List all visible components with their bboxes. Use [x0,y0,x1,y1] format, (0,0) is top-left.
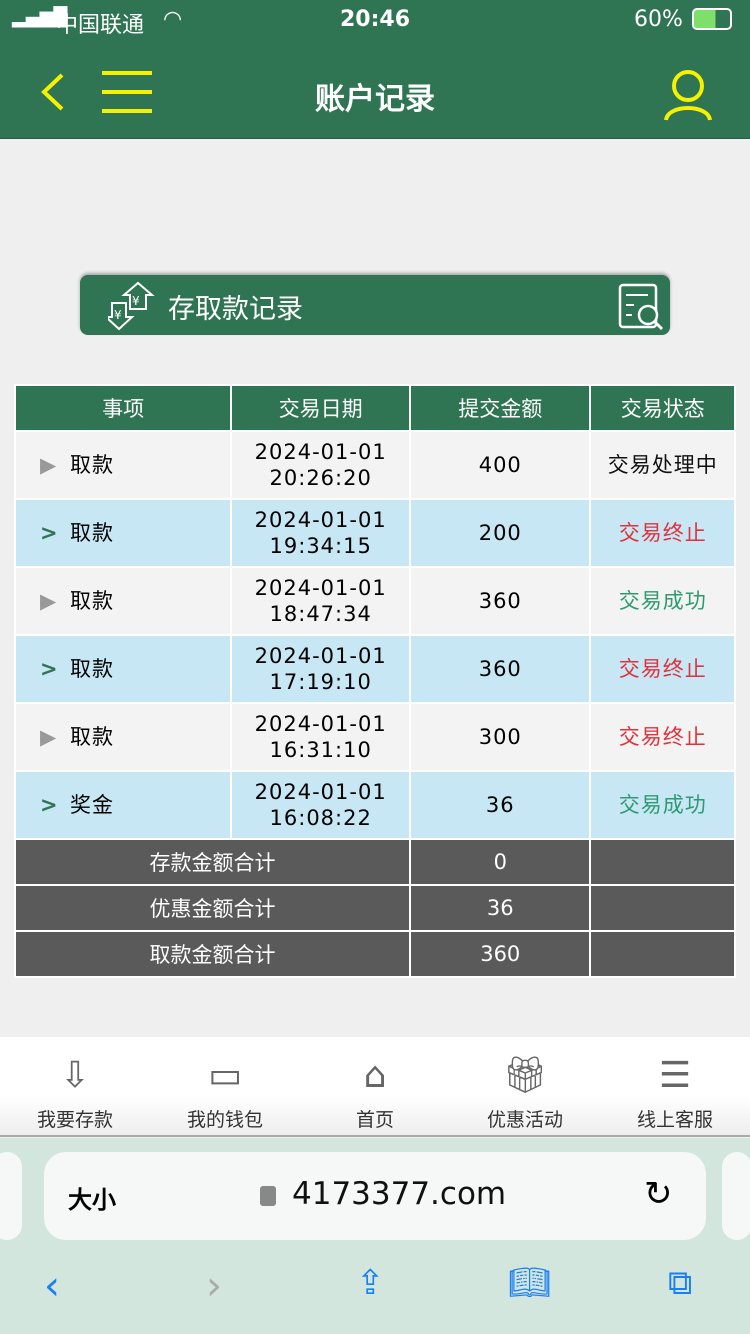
reload-icon[interactable]: ↻ [644,1174,673,1214]
status-bar: ▂▄▆█ 中国联通 ◠ 20:46 60% [0,0,750,40]
cell-date: 2024-01-01 17:19:10 [230,634,412,704]
summary-empty [589,884,736,932]
cell-item: ▶ 取款 [13,430,233,500]
page-title: 账户记录 [315,82,435,117]
nav-home[interactable]: ⌂ 首页 [300,1037,450,1135]
nav-wallet[interactable]: ▭ 我的钱包 [150,1037,300,1135]
table-row[interactable]: > 奖金 2024-01-01 16:08:22 36 交易成功 [13,770,736,840]
cell-item: > 取款 [13,634,233,704]
bookmarks-icon[interactable]: 📖︎ [508,1263,552,1303]
cell-status: 交易终止 [589,498,736,568]
forward-button[interactable]: › [206,1263,222,1309]
cell-item: > 取款 [13,498,233,568]
next-tab[interactable] [722,1152,750,1240]
banner-title: 存取款记录 [168,294,303,325]
nav-promotions[interactable]: 🎁︎ 优惠活动 [450,1037,600,1135]
gift-icon: 🎁︎ [502,1055,548,1096]
summary-label: 取款金额合计 [13,930,412,978]
play-arrow-icon: ▶ [40,589,58,613]
chevron-right-icon: > [40,793,59,817]
cell-item: ▶ 取款 [13,566,233,636]
cell-status: 交易处理中 [589,430,736,500]
share-icon[interactable]: ⇪ [356,1263,385,1303]
user-icon[interactable] [662,68,714,122]
table-row[interactable]: > 取款 2024-01-01 17:19:10 360 交易终止 [13,634,736,704]
summary-label: 存款金额合计 [13,838,412,886]
cell-date: 2024-01-01 19:34:15 [230,498,412,568]
col-header-amount: 提交金额 [409,384,592,432]
summary-empty [589,930,736,978]
cell-date: 2024-01-01 18:47:34 [230,566,412,636]
signal-icon: ▂▄▆█ [12,7,68,28]
deposit-icon: ⇩ [59,1055,91,1096]
nav-support[interactable]: ☰ 线上客服 [600,1037,750,1135]
cell-status: 交易终止 [589,702,736,772]
table-header: 事项 交易日期 提交金额 交易状态 [13,384,736,432]
cell-item: > 奖金 [13,770,233,840]
chevron-right-icon: > [40,521,59,545]
records-table: 事项 交易日期 提交金额 交易状态 ▶ 取款 2024-01-01 20:26:20… [13,384,736,978]
cell-date: 2024-01-01 20:26:20 [230,430,412,500]
cell-amount: 400 [409,430,592,500]
browser-toolbar: 大小 4173377.com ↻ ‹ › ⇪ 📖︎ ⧉ [0,1138,750,1334]
cell-status: 交易成功 [589,566,736,636]
records-banner: ¥ ¥ 存取款记录 [80,275,670,335]
cell-amount: 300 [409,702,592,772]
summary-row: 优惠金额合计 36 [13,884,736,932]
nav-deposit[interactable]: ⇩ 我要存款 [0,1037,150,1135]
app-header: 账户记录 [0,40,750,139]
summary-value: 0 [409,838,592,886]
table-row[interactable]: > 取款 2024-01-01 19:34:15 200 交易终止 [13,498,736,568]
url-text: 4173377.com [292,1176,507,1212]
svg-text:¥: ¥ [132,294,140,308]
table-row[interactable]: ▶ 取款 2024-01-01 18:47:34 360 交易成功 [13,566,736,636]
lock-icon [260,1186,276,1206]
carrier: 中国联通 [56,13,145,38]
cell-amount: 360 [409,634,592,704]
cell-item: ▶ 取款 [13,702,233,772]
summary-label: 优惠金额合计 [13,884,412,932]
cell-amount: 36 [409,770,592,840]
prev-tab[interactable] [0,1152,22,1240]
battery-icon [692,8,732,30]
chat-icon: ☰ [658,1055,692,1096]
bottom-nav: ⇩ 我要存款 ▭ 我的钱包 ⌂ 首页 🎁︎ 优惠活动 ☰ 线上客服 [0,1037,750,1137]
col-header-status: 交易状态 [589,384,736,432]
play-arrow-icon: ▶ [40,453,58,477]
col-header-date: 交易日期 [230,384,412,432]
cell-amount: 360 [409,566,592,636]
cell-date: 2024-01-01 16:08:22 [230,770,412,840]
back-icon[interactable] [38,72,68,112]
summary-row: 存款金额合计 0 [13,838,736,886]
table-row[interactable]: ▶ 取款 2024-01-01 16:31:10 300 交易终止 [13,702,736,772]
exchange-icon: ¥¥ [108,281,155,331]
table-row[interactable]: ▶ 取款 2024-01-01 20:26:20 400 交易处理中 [13,430,736,500]
wifi-icon: ◠ [163,7,183,32]
address-bar[interactable]: 大小 4173377.com ↻ [44,1152,706,1240]
back-button[interactable]: ‹ [44,1263,60,1309]
col-header-item: 事项 [13,384,233,432]
cell-status: 交易成功 [589,770,736,840]
summary-empty [589,838,736,886]
summary-value: 360 [409,930,592,978]
home-icon: ⌂ [363,1055,387,1096]
svg-text:¥: ¥ [114,308,122,322]
menu-icon[interactable] [100,70,154,114]
cell-amount: 200 [409,498,592,568]
wallet-icon: ▭ [207,1055,242,1096]
text-size-button[interactable]: 大小 [68,1186,116,1214]
summary-value: 36 [409,884,592,932]
chevron-right-icon: > [40,657,59,681]
tabs-icon[interactable]: ⧉ [668,1263,693,1303]
time: 20:46 [340,7,411,32]
search-document-icon[interactable] [618,283,666,331]
summary-row: 取款金额合计 360 [13,930,736,978]
battery-level: 60% [634,7,683,32]
cell-status: 交易终止 [589,634,736,704]
cell-date: 2024-01-01 16:31:10 [230,702,412,772]
play-arrow-icon: ▶ [40,725,58,749]
